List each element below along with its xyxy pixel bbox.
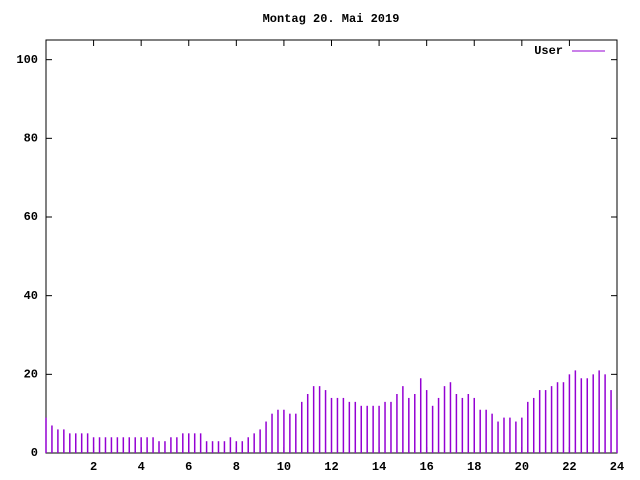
y-tick-label: 60 — [24, 210, 38, 224]
y-tick-label: 20 — [24, 368, 38, 382]
x-tick-label: 4 — [138, 460, 145, 474]
x-tick-label: 12 — [324, 460, 338, 474]
y-tick-label: 80 — [24, 132, 38, 146]
y-tick-label: 0 — [31, 446, 38, 460]
x-tick-label: 8 — [233, 460, 240, 474]
x-tick-label: 16 — [419, 460, 433, 474]
y-tick-label: 40 — [24, 289, 38, 303]
x-tick-label: 18 — [467, 460, 481, 474]
x-tick-label: 24 — [610, 460, 624, 474]
plot-border — [45, 39, 618, 454]
legend-label: User — [534, 44, 563, 58]
chart-title: Montag 20. Mai 2019 — [263, 12, 400, 26]
x-tick-label: 2 — [90, 460, 97, 474]
y-tick-label: 100 — [16, 53, 38, 67]
x-tick-label: 20 — [515, 460, 529, 474]
x-tick-label: 10 — [277, 460, 291, 474]
x-tick-label: 6 — [185, 460, 192, 474]
x-tick-label: 14 — [372, 460, 386, 474]
x-tick-label: 22 — [562, 460, 576, 474]
